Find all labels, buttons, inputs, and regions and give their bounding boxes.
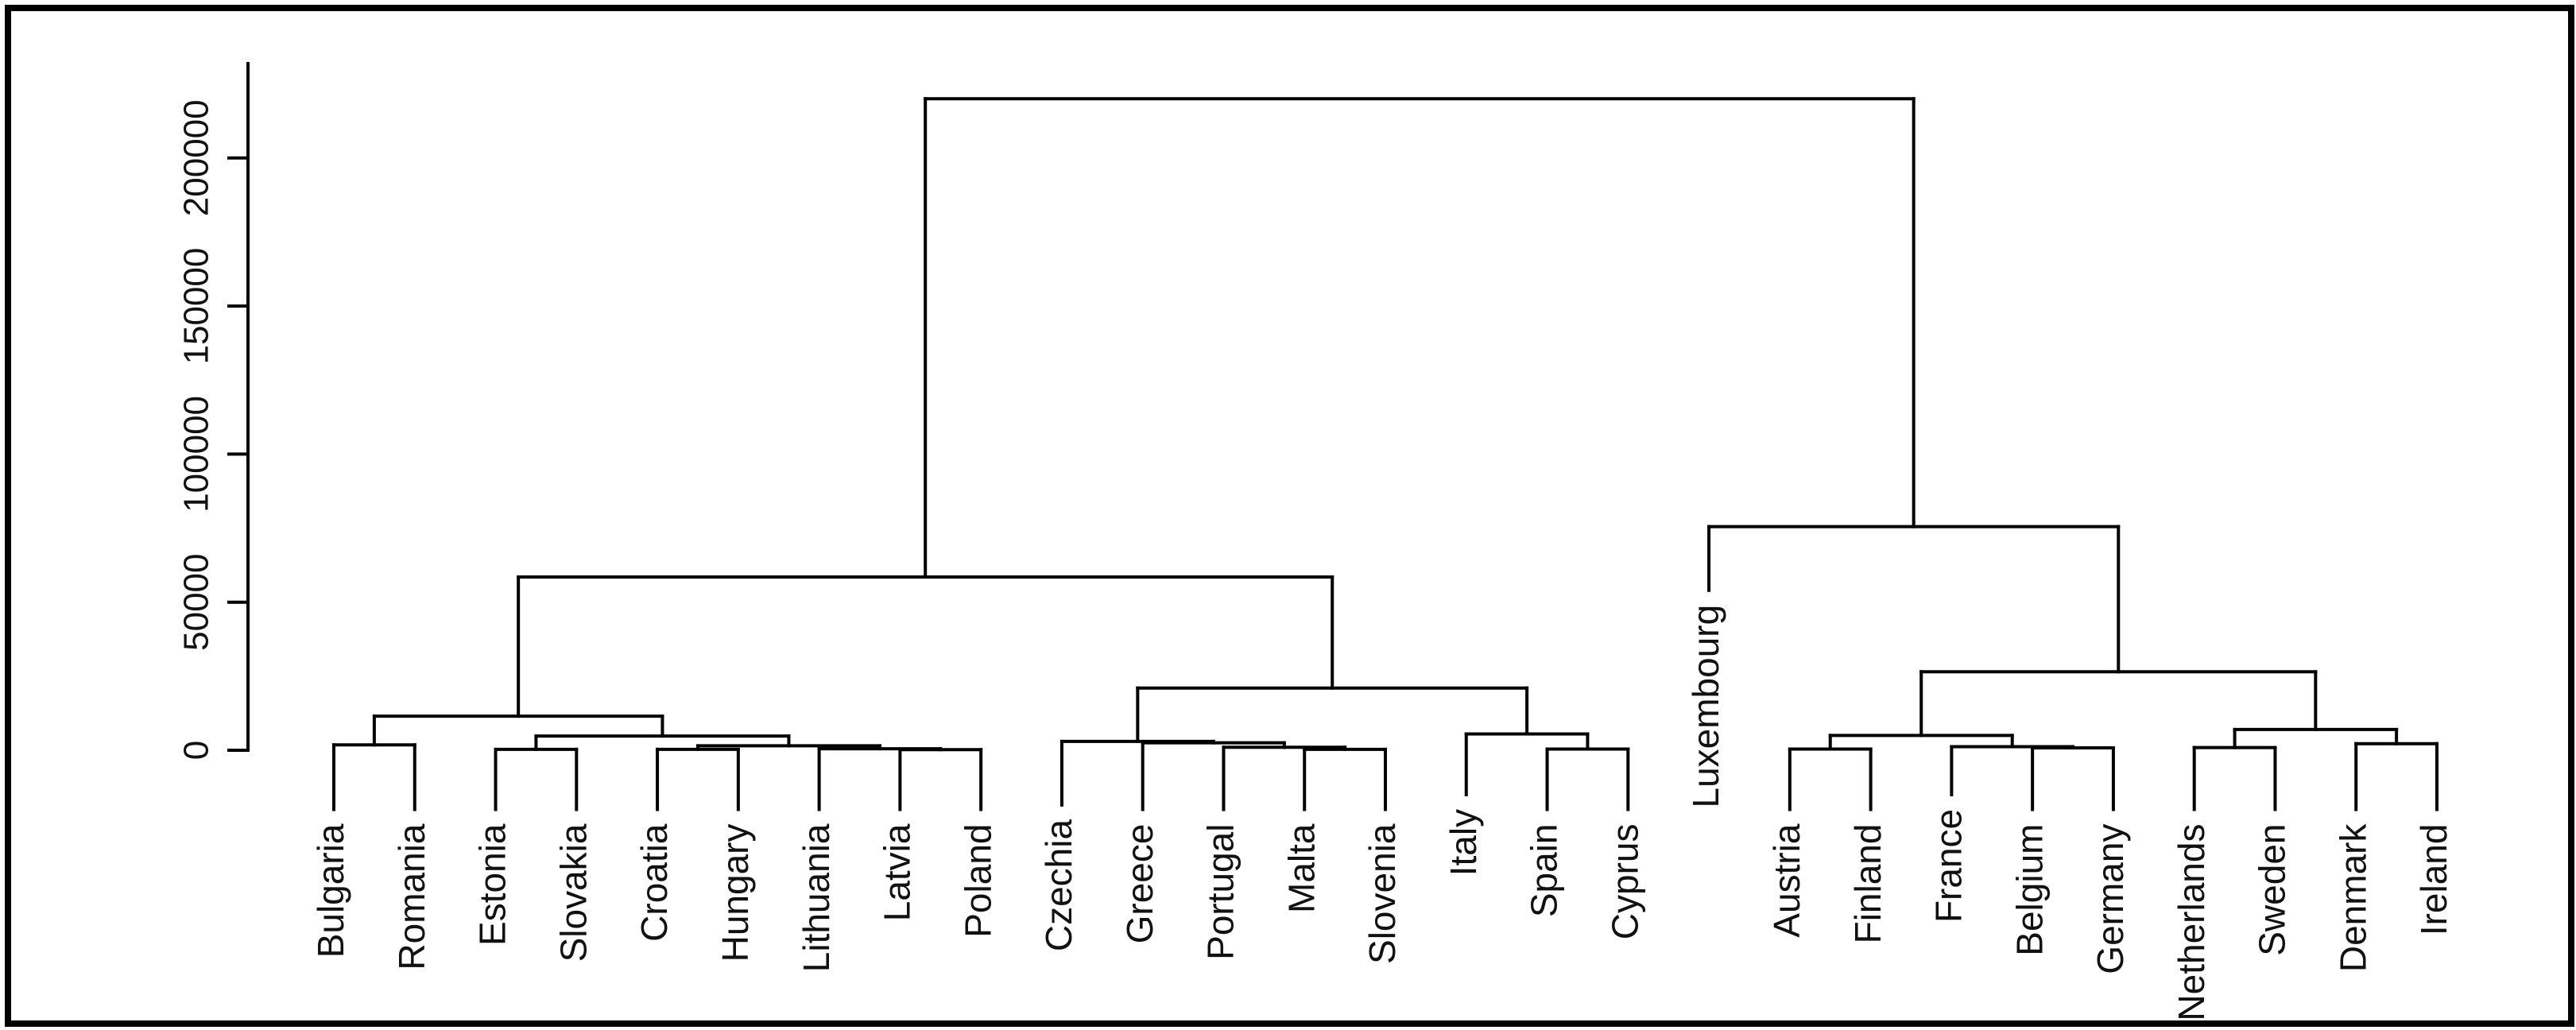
leaf-label: Hungary	[715, 824, 756, 962]
y-tick-label: 50000	[177, 554, 216, 651]
leaf-label: Spain	[1524, 824, 1565, 918]
y-tick-label: 150000	[177, 248, 216, 365]
leaf-label: Croatia	[633, 823, 675, 942]
leaf-label: Netherlands	[2171, 824, 2212, 1021]
figure-frame	[5, 5, 2574, 1027]
leaf-label: Malta	[1280, 823, 1322, 913]
y-tick-label: 100000	[177, 396, 216, 513]
leaf-label: Czechia	[1038, 819, 1079, 952]
leaf-label: Cyprus	[1604, 824, 1645, 940]
y-tick-label: 0	[177, 741, 216, 760]
leaf-label: Portugal	[1200, 824, 1242, 960]
leaf-label: Latvia	[877, 823, 918, 921]
leaf-label: Austria	[1766, 823, 1807, 938]
leaf-label: Finland	[1847, 824, 1888, 944]
leaf-label: Lithuania	[796, 823, 837, 972]
leaf-label: Bulgaria	[310, 823, 351, 958]
leaf-label: France	[1928, 809, 1970, 923]
leaf-label: Germany	[2090, 824, 2131, 974]
leaf-label: Ireland	[2413, 824, 2454, 936]
y-tick-label: 200000	[177, 99, 216, 216]
leaf-label: Denmark	[2332, 823, 2373, 973]
leaf-label: Romania	[391, 823, 432, 970]
leaf-label: Poland	[957, 824, 998, 938]
leaf-label: Italy	[1443, 809, 1484, 876]
leaf-label: Greece	[1119, 824, 1160, 944]
leaf-label: Estonia	[472, 823, 513, 946]
leaf-label: Slovakia	[552, 823, 594, 962]
leaf-label: Slovenia	[1362, 823, 1403, 964]
leaf-label: Luxembourg	[1685, 605, 1726, 808]
leaf-label: Belgium	[2009, 824, 2050, 956]
leaf-label: Sweden	[2252, 824, 2293, 956]
